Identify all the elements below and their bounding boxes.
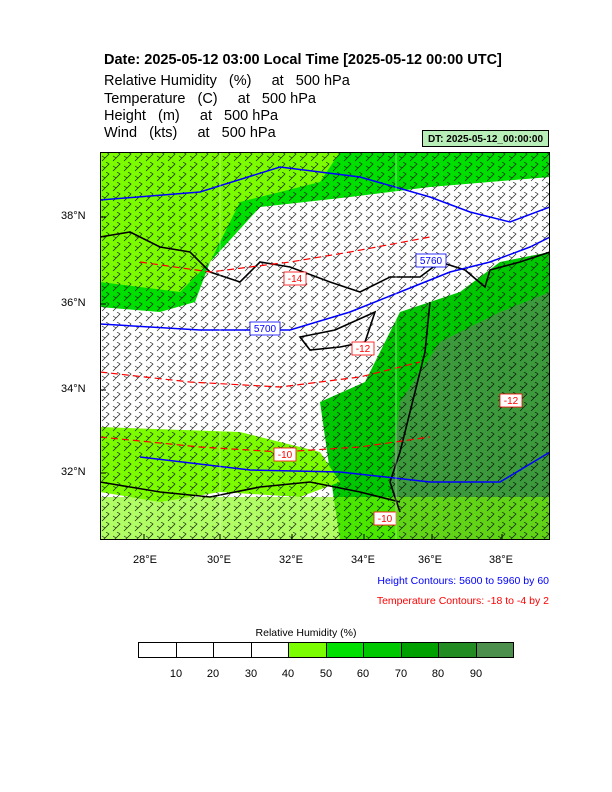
height-contour-north [100,166,550,223]
colorbar-label-60: 60 [356,668,370,680]
colorbar-label-50: 50 [319,668,333,680]
temperature-contour-2 [100,361,421,388]
map-border [100,152,550,540]
lon-tick-28: 28°E [133,554,157,566]
colorbar-label-80: 80 [431,668,445,680]
legend-title: Relative Humidity (%) [255,627,357,639]
svg-text:-10: -10 [378,514,393,525]
colorbar-label-20: 20 [206,668,220,680]
height-contour-note: Height Contours: 5600 to 5960 by 60 [377,575,549,587]
colorbar-label-70: 70 [394,668,408,680]
weather-map: 5760 5700 -14 -12 -10 -10 -12 [100,152,550,540]
variable-height: Height (m) at 500 hPa [104,108,279,124]
variable-temperature: Temperature (C) at 500 hPa [104,91,316,107]
colorbar-box-6 [364,643,402,657]
colorbar-box-0 [139,643,177,657]
contour-label-5760: 5760 [415,253,447,268]
lon-tick-36: 36°E [418,554,442,566]
colorbar-box-8 [439,643,477,657]
svg-text:-10: -10 [278,450,293,461]
colorbar-box-7 [401,643,439,657]
height-contour-5700 [100,236,550,331]
lon-tick-34: 34°E [351,554,375,566]
temperature-contour-note: Temperature Contours: -18 to -4 by 2 [376,595,549,607]
contour-label-temp-2: -12 [351,341,375,356]
variable-rh: Relative Humidity (%) at 500 hPa [104,73,350,89]
colorbar-label-90: 90 [469,668,483,680]
contour-label-temp-4: -10 [373,511,397,526]
map-ticks [100,216,503,540]
svg-text:5700: 5700 [254,324,277,335]
colorbar-box-9 [476,643,513,657]
svg-text:-12: -12 [356,344,371,355]
lat-tick-36: 36°N [61,297,86,309]
variable-wind: Wind (kts) at 500 hPa [104,125,276,141]
contour-label-5700: 5700 [249,321,281,336]
colorbar-box-2 [214,643,252,657]
colorbar-label-40: 40 [281,668,295,680]
coastline-turkey [100,231,550,293]
lon-tick-38: 38°E [489,554,513,566]
lon-tick-30: 30°E [207,554,231,566]
colorbar-box-1 [176,643,214,657]
lat-tick-32: 32°N [61,466,86,478]
lon-tick-32: 32°E [279,554,303,566]
colorbar-label-10: 10 [169,668,183,680]
colorbar-box-4 [289,643,327,657]
svg-text:-14: -14 [288,274,303,285]
svg-text:5760: 5760 [420,256,443,267]
contour-label-temp-3: -10 [273,447,297,462]
colorbar-label-30: 30 [244,668,258,680]
wind-barbs [100,152,550,540]
coastline-egypt [100,481,401,503]
datetime-badge: DT: 2025-05-12_00:00:00 [422,130,549,147]
temperature-contour-1 [139,236,431,273]
lat-tick-38: 38°N [61,210,86,222]
colorbar-box-5 [326,643,364,657]
map-title: Date: 2025-05-12 03:00 Local Time [2025-… [104,52,502,68]
height-contour-south [139,451,550,483]
colorbar-box-3 [251,643,289,657]
svg-text:-12: -12 [504,396,519,407]
contour-label-temp-1: -14 [283,271,307,286]
coastline-levant [389,301,431,513]
lat-tick-34: 34°N [61,383,86,395]
rh-colorbar [138,642,514,658]
contour-label-temp-5: -12 [499,393,523,408]
